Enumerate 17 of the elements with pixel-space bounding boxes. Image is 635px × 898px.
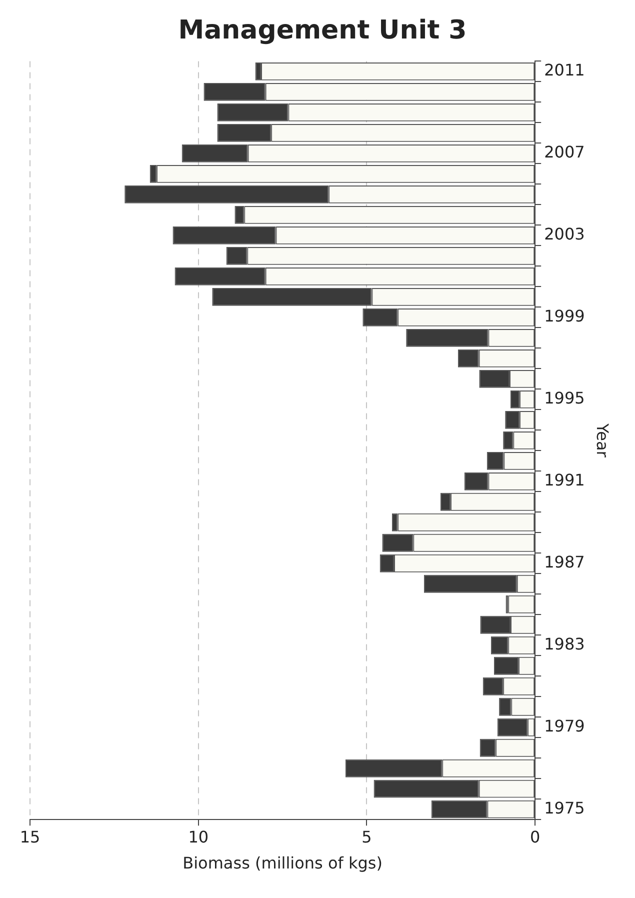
x-tick-label: 10 [188,827,209,846]
y-axis-title: Year [593,422,612,458]
y-tick-label: 1979 [544,716,585,736]
y-tick-label: 2011 [544,60,585,80]
y-tick-label: 1995 [544,388,585,408]
y-tick-label: 2003 [544,224,585,244]
chart-title: Management Unit 3 [178,15,467,46]
y-tick-label: 1999 [544,306,585,326]
y-tick-label: 1983 [544,634,585,654]
x-tick-label: 15 [20,827,40,846]
y-tick-label: 1991 [544,470,585,490]
y-tick-label: 2007 [544,142,585,162]
x-axis-title: Biomass (millions of kgs) [182,854,382,873]
x-tick-label: 0 [530,827,540,846]
y-tick-label: 1987 [544,552,585,572]
x-tick-label: 5 [362,827,372,846]
y-tick-label: 1975 [544,798,585,818]
